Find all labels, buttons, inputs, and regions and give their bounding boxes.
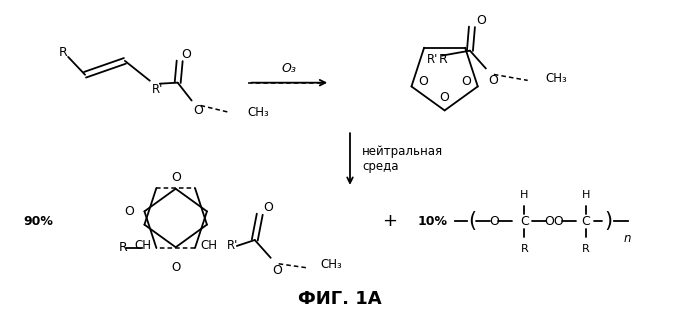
Text: H: H [582, 190, 591, 200]
Text: n: n [624, 232, 632, 245]
Text: +: + [383, 212, 397, 230]
Text: нейтральная
среда: нейтральная среда [362, 145, 443, 173]
Text: O: O [193, 105, 204, 117]
Text: O: O [171, 261, 180, 274]
Text: C: C [520, 215, 528, 228]
Text: ФИГ. 1А: ФИГ. 1А [298, 290, 382, 308]
Text: R: R [119, 241, 127, 254]
Text: C: C [581, 215, 591, 228]
Text: R': R' [227, 239, 238, 252]
Text: O: O [419, 75, 429, 88]
Text: (: ( [468, 212, 477, 231]
Text: O: O [488, 75, 498, 87]
Text: R: R [582, 244, 590, 254]
Text: R: R [521, 244, 528, 254]
Text: O: O [273, 264, 283, 277]
Text: R: R [59, 46, 68, 60]
Text: R': R' [427, 52, 438, 66]
Text: O₃: O₃ [282, 62, 297, 75]
Text: CH: CH [135, 239, 151, 252]
Text: 90%: 90% [23, 215, 53, 228]
Text: O: O [264, 201, 274, 214]
Text: H: H [520, 190, 528, 200]
Text: CH₃: CH₃ [247, 106, 269, 119]
Text: CH₃: CH₃ [320, 258, 342, 271]
Text: O: O [171, 171, 181, 184]
Text: OO: OO [544, 215, 564, 228]
Text: R': R' [151, 83, 163, 96]
Text: CH: CH [200, 239, 217, 252]
Text: O: O [440, 91, 450, 104]
Text: O: O [461, 75, 470, 88]
Text: 10%: 10% [417, 215, 447, 228]
Text: O: O [489, 215, 499, 228]
Text: R: R [438, 52, 447, 66]
Text: ): ) [604, 212, 612, 231]
Text: CH₃: CH₃ [546, 72, 567, 85]
Text: O: O [125, 205, 135, 218]
Text: O: O [181, 48, 191, 61]
Text: O: O [476, 14, 486, 28]
